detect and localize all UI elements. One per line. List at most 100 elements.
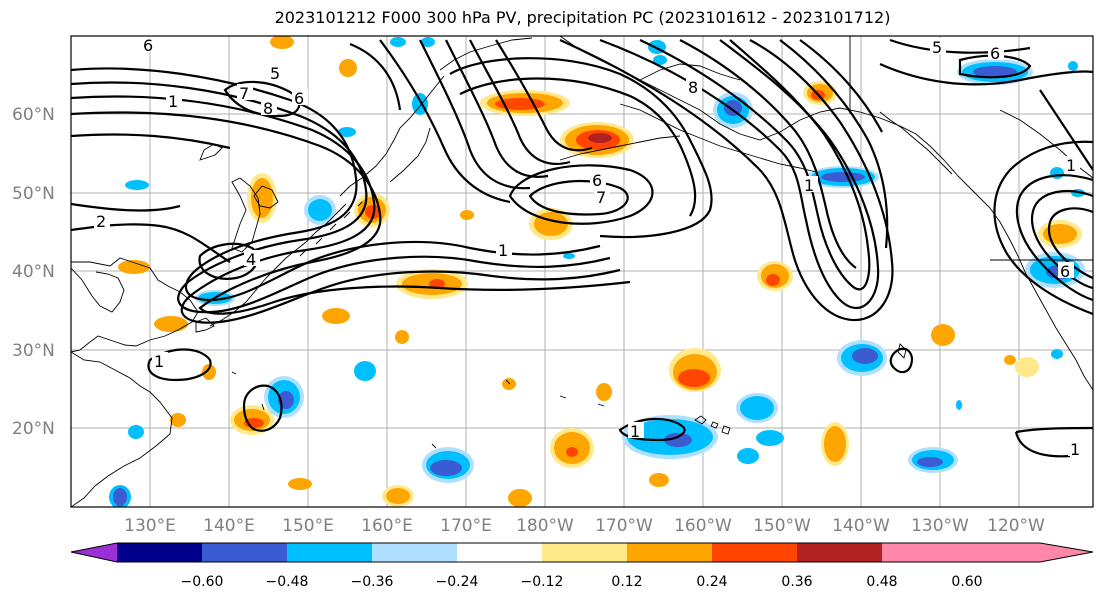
colorbar-tick-label: 0.48 xyxy=(866,574,897,590)
precip-negative-blob xyxy=(1068,61,1078,71)
lon-label: 140°W xyxy=(832,516,890,536)
precip-positive-blob xyxy=(396,269,468,299)
colorbar-tick-label: −0.48 xyxy=(266,574,309,590)
lon-label: 140°E xyxy=(203,516,255,536)
contour-label: 1 xyxy=(630,422,640,441)
lat-label: 30°N xyxy=(12,341,55,361)
colorbar-tick-label: −0.12 xyxy=(521,574,564,590)
precip-positive-blob xyxy=(170,413,186,427)
precip-positive-blob xyxy=(560,122,634,158)
precip-positive-blob xyxy=(118,260,150,274)
colorbar-segment xyxy=(372,543,457,562)
precip-positive-blob xyxy=(202,364,216,380)
precip-negative-blob xyxy=(125,180,149,190)
precip-negative-blob xyxy=(956,400,962,410)
precip-negative-blob xyxy=(653,55,667,65)
contour-labels: 6 5 7 8 6 1 2 4 6 7 1 8 5 6 xyxy=(94,36,1084,459)
precip-positive-blob xyxy=(669,348,721,392)
precip-positive-blob xyxy=(395,330,409,344)
precip-negative-blob xyxy=(264,376,304,418)
contour-label: 8 xyxy=(688,78,698,97)
colorbar-tick-label: −0.60 xyxy=(181,574,224,590)
latitude-labels: 60°N 50°N 40°N 30°N 20°N xyxy=(12,105,55,439)
contour-label: 2 xyxy=(96,212,106,231)
precip-negative-blob xyxy=(421,37,435,47)
contour-label: 6 xyxy=(294,89,304,108)
lat-label: 20°N xyxy=(12,419,55,439)
precip-positive-blob xyxy=(931,324,955,346)
contour-label: 5 xyxy=(932,38,942,57)
coastlines xyxy=(71,36,1093,507)
precip-negative-blob xyxy=(756,430,784,446)
lon-label: 160°E xyxy=(361,516,413,536)
colorbar-tick-label: 0.24 xyxy=(696,574,727,590)
precip-positive-blob xyxy=(354,193,390,227)
colorbar-segment xyxy=(117,543,202,562)
precip-negative-blob xyxy=(354,361,376,381)
lon-label: 120°W xyxy=(987,516,1045,536)
contour-label: 7 xyxy=(596,188,606,207)
precip-positive-blob xyxy=(596,383,612,401)
precip-positive-blob xyxy=(322,308,350,324)
colorbar: −0.60 −0.48 −0.36 −0.24 −0.12 0.12 0.24 … xyxy=(70,542,1094,590)
precip-positive-blob xyxy=(649,473,669,487)
precip-positive-blob xyxy=(460,210,474,220)
contour-label: 6 xyxy=(592,171,602,190)
lon-label: 150°E xyxy=(282,516,334,536)
precip-negative-blob xyxy=(338,127,356,137)
colorbar-ticks: −0.60 −0.48 −0.36 −0.24 −0.12 0.12 0.24 … xyxy=(181,574,983,590)
precip-positive-blob xyxy=(1004,355,1016,365)
colorbar-tick-label: 0.12 xyxy=(611,574,642,590)
pv-contours xyxy=(71,38,1093,458)
map-border xyxy=(70,35,1094,508)
contour-label: 8 xyxy=(263,99,273,118)
colorbar-segment xyxy=(712,543,797,562)
precip-positive-blob xyxy=(339,59,357,77)
lon-label: 130°W xyxy=(911,516,969,536)
precip-positive-blob xyxy=(480,90,570,116)
contour-label: 1 xyxy=(1070,440,1080,459)
precip-positive-blob xyxy=(502,378,516,390)
precip-positive-blob xyxy=(288,478,312,490)
precip-negative-blob xyxy=(304,195,336,225)
contour-label: 1 xyxy=(1066,156,1076,175)
precip-negative-blob xyxy=(390,37,406,47)
precip-negative-blob xyxy=(622,415,718,459)
precip-positive-blob xyxy=(382,485,414,507)
contour-label: 4 xyxy=(246,250,256,269)
precip-negative-blob xyxy=(908,447,958,473)
contour-label: 7 xyxy=(239,84,249,103)
contour-label: 5 xyxy=(270,64,280,83)
contour-label: 6 xyxy=(990,44,1000,63)
lon-label: 180°W xyxy=(516,516,574,536)
contour-label: 1 xyxy=(154,352,164,371)
precip-negative-blob xyxy=(128,425,144,439)
precip-negative-blob xyxy=(737,448,759,464)
map-title: 2023101212 F000 300 hPa PV, precipitatio… xyxy=(274,8,891,27)
colorbar-tick-label: −0.24 xyxy=(436,574,479,590)
lon-label: 150°W xyxy=(753,516,811,536)
colorbar-extend-low xyxy=(71,543,117,562)
contour-label: 6 xyxy=(1060,262,1070,281)
precip-negative-blob xyxy=(837,340,887,376)
colorbar-tick-label: 0.60 xyxy=(951,574,982,590)
lon-label: 170°W xyxy=(595,516,653,536)
contour-label: 1 xyxy=(168,92,178,111)
contour-label: 1 xyxy=(498,241,508,260)
precip-positive-blob xyxy=(1038,220,1082,248)
lon-label: 130°E xyxy=(124,516,176,536)
precip-negative-blob xyxy=(422,447,474,483)
precip-negative-blob xyxy=(563,253,575,259)
precip-positive-blob xyxy=(508,489,532,507)
precip-negative-blob xyxy=(1050,167,1064,179)
precip-positive-blob xyxy=(821,422,849,466)
precip-negative-blob xyxy=(1051,349,1063,359)
colorbar-segment xyxy=(457,543,542,562)
colorbar-segment xyxy=(287,543,372,562)
precip-positive-blob xyxy=(247,173,277,223)
precip-positive-blob xyxy=(550,428,594,468)
colorbar-segment xyxy=(882,543,967,562)
colorbar-segment xyxy=(627,543,712,562)
lon-label: 170°E xyxy=(440,516,492,536)
contour-label: 1 xyxy=(804,176,814,195)
